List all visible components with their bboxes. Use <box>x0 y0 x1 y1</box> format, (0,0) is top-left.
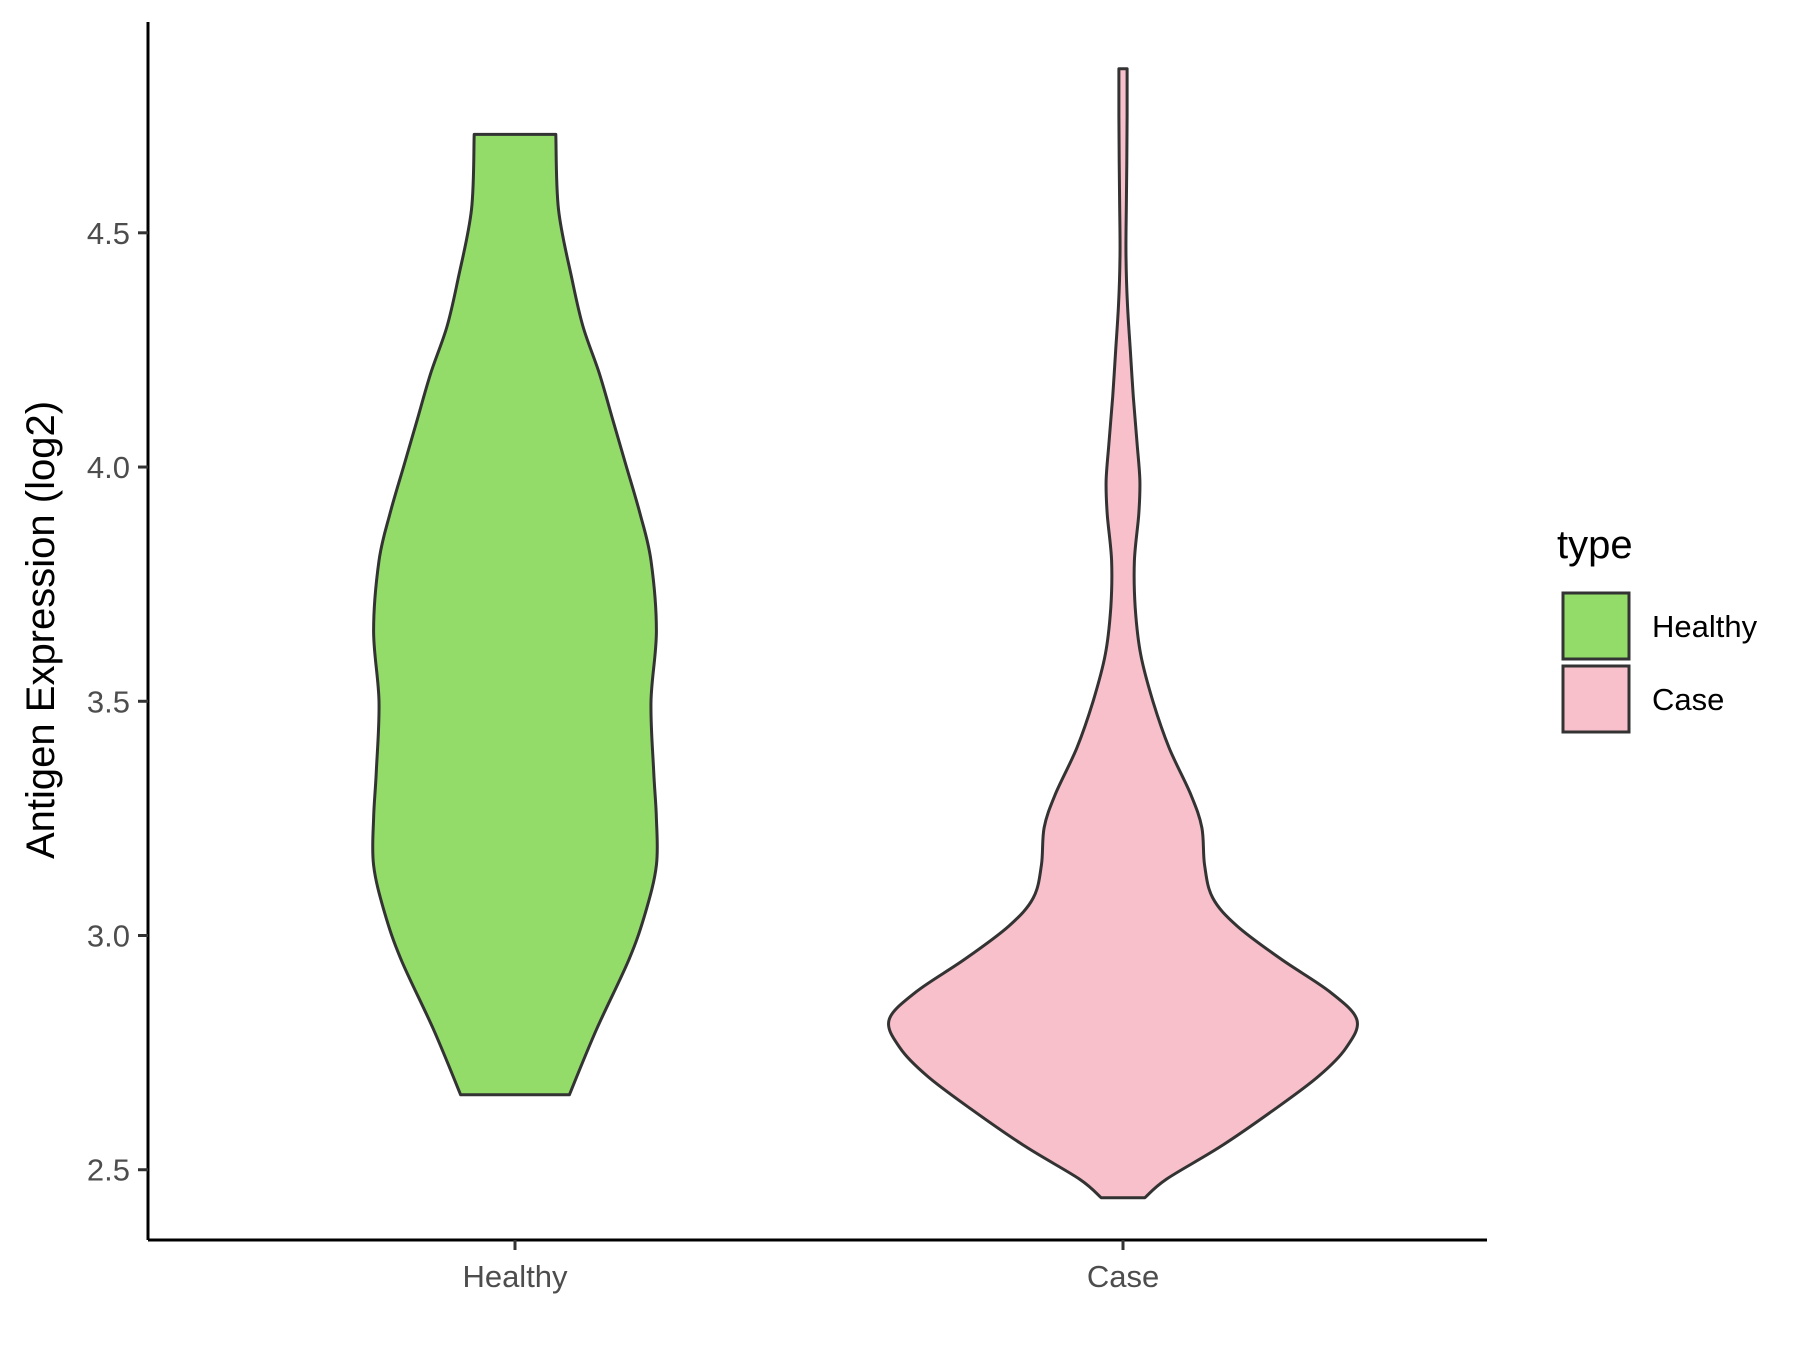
plot-area <box>371 67 1359 1200</box>
legend: type Healthy Case <box>1557 523 1758 734</box>
y-tick-label: 3.0 <box>87 919 130 954</box>
x-tick-label: Healthy <box>462 1259 568 1294</box>
legend-title: type <box>1557 523 1633 567</box>
x-tick-label: Case <box>1087 1259 1159 1294</box>
x-axis: Healthy Case <box>148 1238 1487 1294</box>
y-axis: 2.5 3.0 3.5 4.0 4.5 <box>87 22 150 1240</box>
legend-key-healthy <box>1561 591 1631 661</box>
legend-label-case: Case <box>1652 682 1724 717</box>
y-tick-label: 3.5 <box>87 684 130 719</box>
y-tick-label: 2.5 <box>87 1153 130 1188</box>
legend-key-case <box>1561 664 1631 734</box>
y-tick-label: 4.0 <box>87 450 130 485</box>
violin-healthy <box>371 132 659 1097</box>
y-axis-title: Antigen Expression (log2) <box>19 401 63 859</box>
legend-label-healthy: Healthy <box>1652 609 1758 644</box>
y-tick-label: 4.5 <box>87 216 130 251</box>
violin-case <box>887 67 1359 1200</box>
